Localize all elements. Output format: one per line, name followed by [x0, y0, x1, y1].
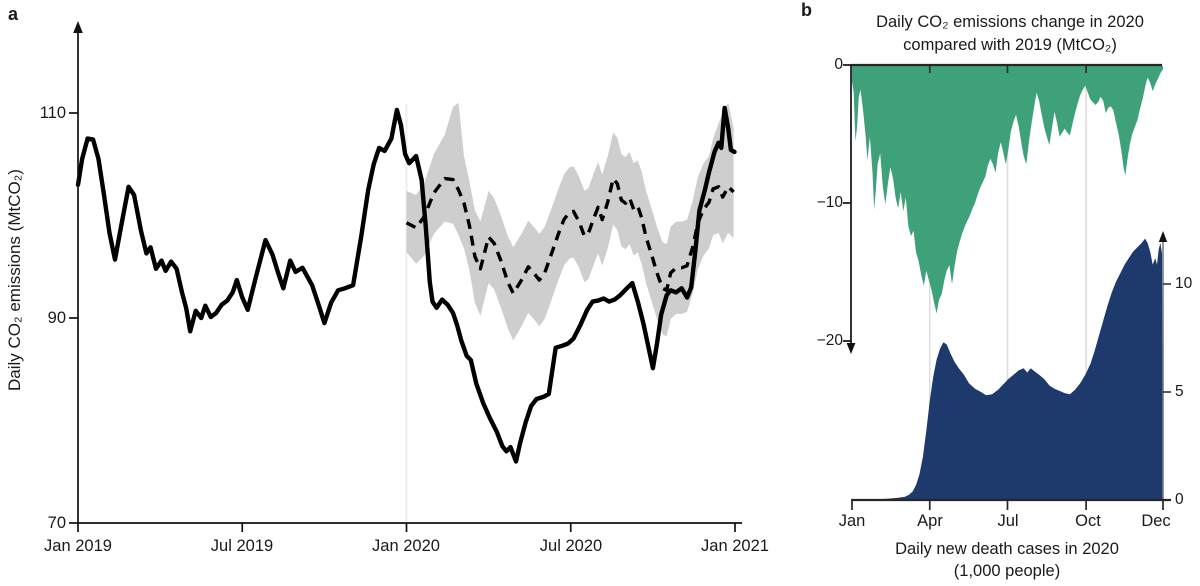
actual-emissions-line	[75, 105, 737, 464]
panel-b-left-tick-neg20: −20	[816, 332, 843, 349]
forecast-emissions-line	[405, 176, 735, 296]
panel-b-title-line2: compared with 2019 (MtCO₂)	[903, 36, 1117, 54]
panel-a-x-tick-jul2020: Jul 2020	[539, 537, 603, 555]
panel-b-caption-line1: Daily new death cases in 2020	[895, 540, 1119, 558]
panel-a-y-axis-label: Daily CO₂ emissions (MtCO₂)	[5, 169, 24, 391]
panel-a-x-tick-jan2020: Jan 2020	[372, 537, 440, 555]
panel-b-right-tick-10: 10	[1175, 275, 1193, 292]
panel-a-y-tick-70: 70	[47, 514, 66, 532]
panel-b-caption-line2: (1,000 people)	[953, 562, 1061, 580]
panel-b-x-tick-apr: Apr	[917, 512, 943, 530]
panel-b-left-tick-neg10: −10	[816, 194, 843, 211]
panel-b-right-axis-arrow	[1158, 231, 1168, 242]
panel-a-letter: a	[8, 4, 19, 24]
panel-b-title-line1: Daily CO₂ emissions change in 2020	[876, 13, 1144, 31]
panel-b-right-tick-0: 0	[1175, 491, 1184, 508]
panel-a-y-tick-110: 110	[39, 104, 66, 122]
panel-b-left-tick-0: 0	[834, 56, 843, 73]
panel-b-x-tick-dec: Dec	[1141, 512, 1171, 530]
emissions-change-area	[852, 66, 1163, 314]
panel-b-x-tick-oct: Oct	[1075, 512, 1101, 530]
panel-b-right-tick-5: 5	[1175, 383, 1184, 400]
panel-a-x-tick-jan2019: Jan 2019	[44, 537, 112, 555]
panel-a-x-tick-jan2021: Jan 2021	[701, 537, 769, 555]
panel-a-y-axis-arrow	[73, 21, 83, 33]
panel-a-x-tick-jul2019: Jul 2019	[210, 537, 274, 555]
panel-a-y-tick-90: 90	[47, 309, 66, 327]
panel-b-letter: b	[801, 0, 812, 20]
panel-b-x-tick-jan: Jan	[838, 512, 866, 530]
panel-b-left-axis-arrow	[846, 343, 856, 354]
panel-b-x-tick-jul: Jul	[997, 512, 1019, 530]
uncertainty-band	[406, 102, 734, 341]
death-cases-area	[852, 238, 1163, 500]
